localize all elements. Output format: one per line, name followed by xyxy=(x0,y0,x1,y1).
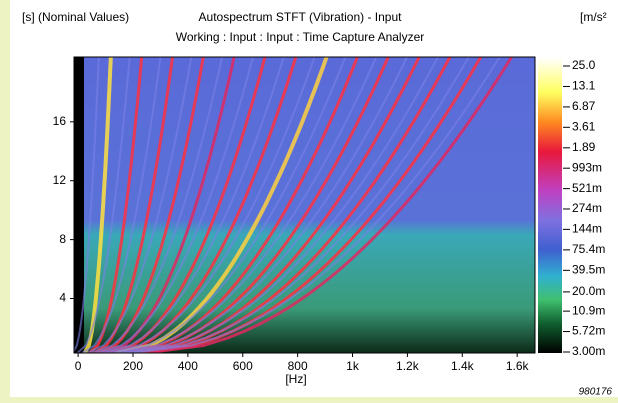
x-tick-label: 400 xyxy=(178,359,198,373)
colorbar-tick-label: 10.9m xyxy=(572,303,605,317)
colorbar-tick-label: 3.61 xyxy=(572,119,596,133)
spectrogram-background xyxy=(74,57,535,353)
x-tick-label: 1.4k xyxy=(451,359,475,373)
x-tick-label: 200 xyxy=(123,359,143,373)
y-tick-label: 4 xyxy=(59,291,66,305)
plot-frame xyxy=(73,56,536,354)
y-tick-label: 16 xyxy=(53,114,67,128)
colorbar-tick-label: 1.89 xyxy=(572,140,596,154)
harmonic-trace xyxy=(130,57,421,353)
colorbar-tick-label: 274m xyxy=(572,201,602,215)
y-axis-label: [s] (Nominal Values) xyxy=(22,10,129,24)
x-tick-label: 1k xyxy=(346,359,360,373)
harmonic-trace xyxy=(140,57,483,353)
colorbar-tick-label: 25.0 xyxy=(572,58,596,72)
harmonic-trace xyxy=(88,57,144,353)
harmonic-trace-lower xyxy=(90,57,224,353)
y-tick-label: 8 xyxy=(59,232,66,246)
harmonic-trace-lower xyxy=(95,57,254,353)
x-tick-label: 800 xyxy=(288,359,308,373)
colorbar-tick-label: 5.72m xyxy=(572,324,605,338)
colorbar-tick-label: 6.87 xyxy=(572,99,596,113)
spectrogram-low-band xyxy=(74,57,84,353)
harmonic-trace xyxy=(107,57,267,353)
colorbar-tick-label: 75.4m xyxy=(572,242,605,256)
colorbar xyxy=(538,57,562,353)
y-tick-label: 12 xyxy=(53,173,67,187)
harmonic-trace xyxy=(97,57,205,353)
colorbar-tick-label: 3.00m xyxy=(572,344,605,358)
harmonic-trace xyxy=(102,57,236,353)
harmonic-trace-lower xyxy=(86,57,193,353)
harmonic-trace-lower xyxy=(114,57,378,353)
x-axis-label: [Hz] xyxy=(285,372,306,386)
colorbar-tick-label: 39.5m xyxy=(572,263,605,277)
harmonic-trace xyxy=(116,57,329,353)
frame-edge xyxy=(0,0,10,403)
x-tick-label: 1.6k xyxy=(506,359,530,373)
colorbar-tick-label: 20.0m xyxy=(572,284,605,298)
harmonic-trace xyxy=(112,57,298,353)
harmonic-trace xyxy=(121,57,360,353)
colorbar-tick-label: 144m xyxy=(572,222,602,236)
harmonic-trace-lower xyxy=(128,57,470,353)
harmonic-trace xyxy=(135,57,452,353)
harmonic-trace-lower xyxy=(104,57,316,353)
colorbar-tick-label: 993m xyxy=(572,160,602,174)
footnote: 980176 xyxy=(579,387,613,398)
chart-title: Autospectrum STFT (Vibration) - Input xyxy=(199,10,403,24)
x-tick-label: 600 xyxy=(233,359,253,373)
frame-edge xyxy=(0,397,618,403)
harmonic-trace xyxy=(144,57,514,353)
harmonic-trace-lower xyxy=(100,57,285,353)
chart-subtitle: Working : Input : Input : Time Capture A… xyxy=(176,30,425,44)
harmonic-trace xyxy=(82,57,113,353)
harmonic-trace-lower xyxy=(74,57,100,353)
harmonic-trace-lower xyxy=(76,57,131,353)
colorbar-tick-label: 13.1 xyxy=(572,79,596,93)
harmonic-trace-lower xyxy=(109,57,347,353)
harmonic-trace xyxy=(93,57,174,353)
x-tick-label: 1.2k xyxy=(396,359,420,373)
spectrogram xyxy=(74,57,535,353)
harmonic-trace-lower xyxy=(123,57,439,353)
harmonic-trace-lower xyxy=(81,57,162,353)
harmonic-trace-lower xyxy=(119,57,409,353)
harmonic-trace xyxy=(126,57,390,353)
colorbar-label: [m/s² xyxy=(580,10,607,24)
x-tick-label: 0 xyxy=(75,359,82,373)
colorbar-tick-label: 521m xyxy=(572,181,602,195)
harmonic-trace-lower xyxy=(132,57,501,353)
